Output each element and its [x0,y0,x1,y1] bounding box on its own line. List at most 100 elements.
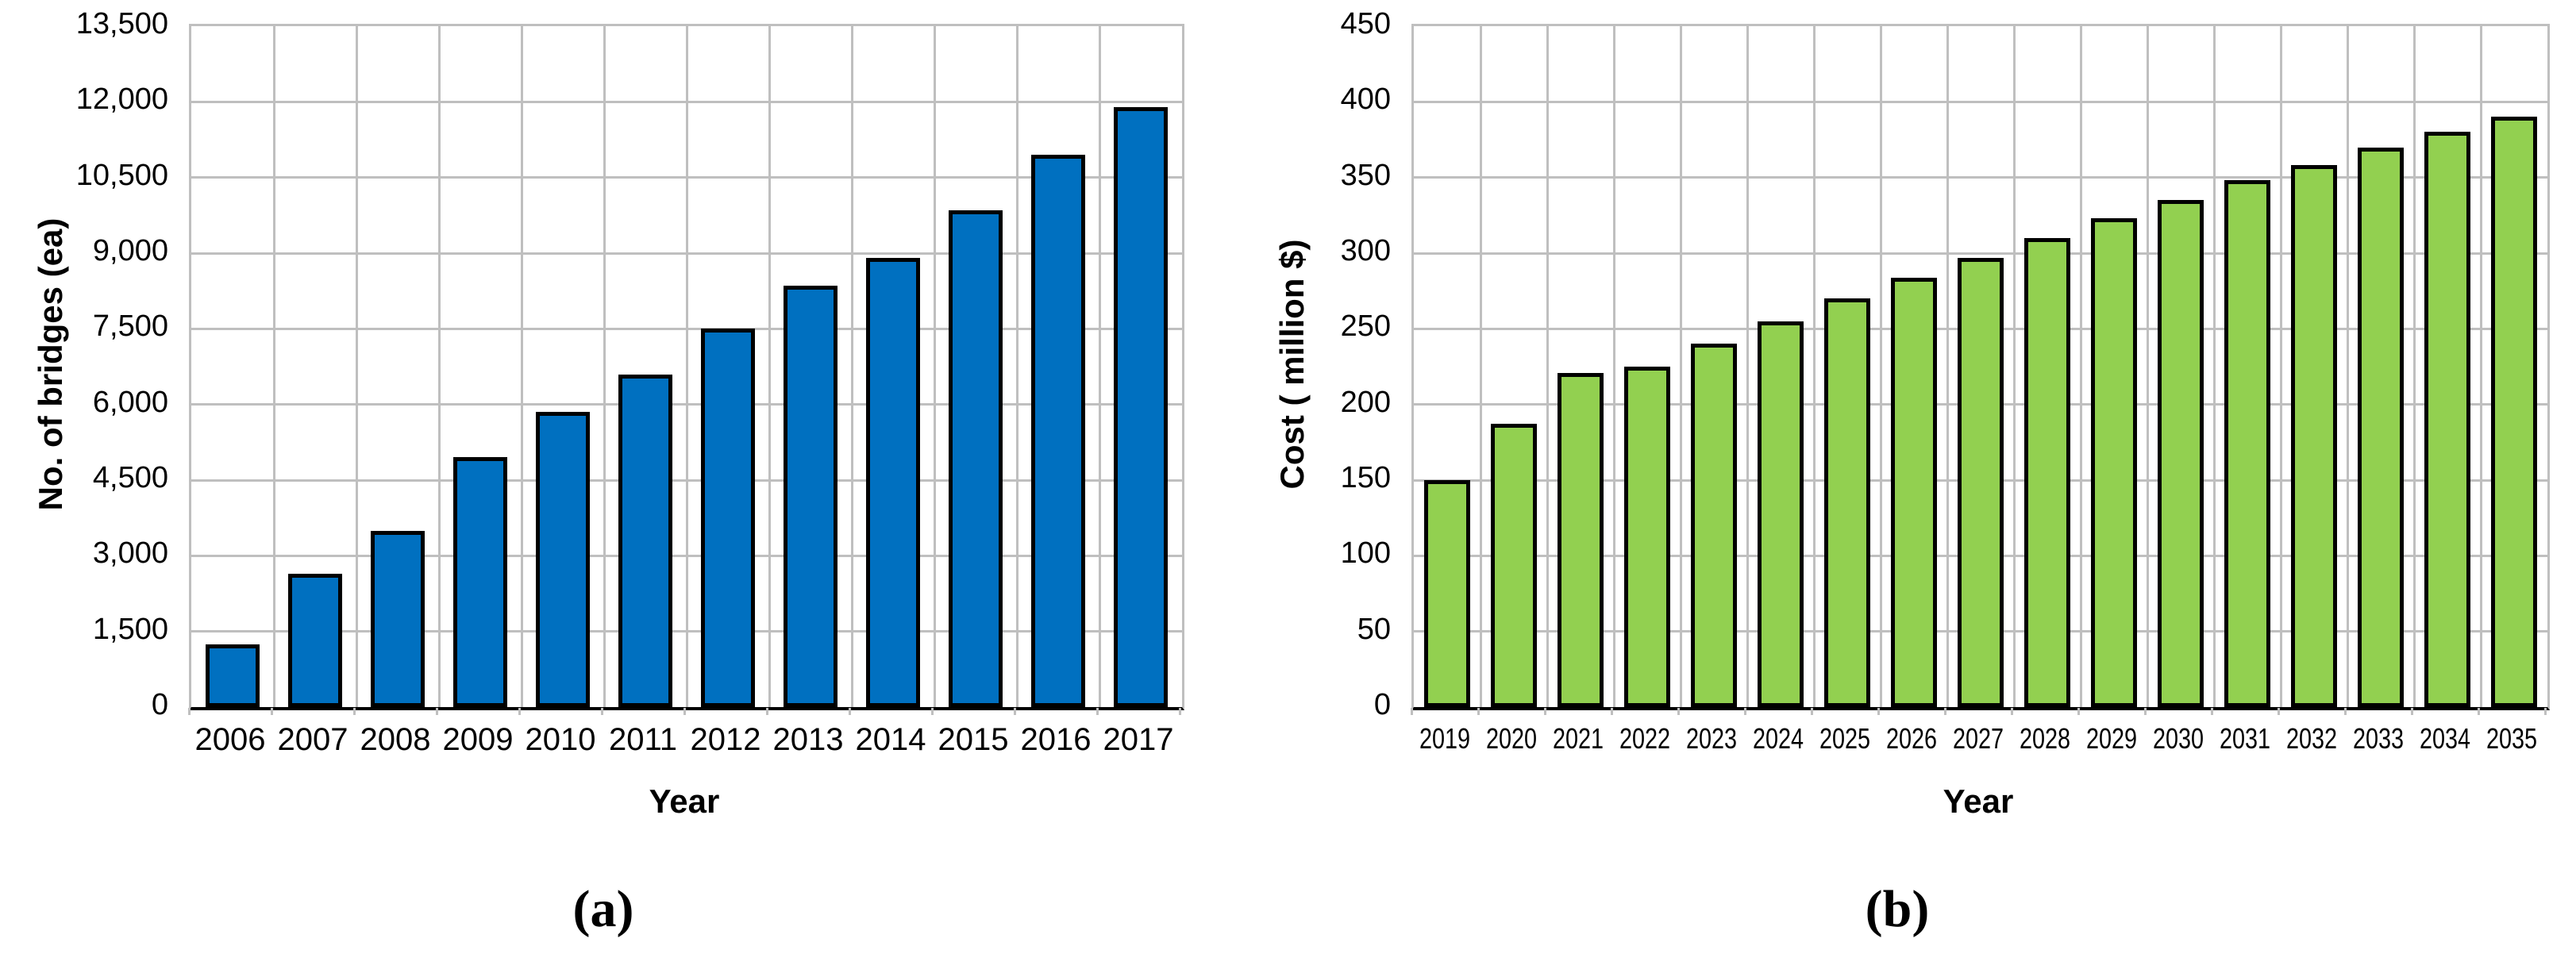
bar-2035 [2491,117,2537,707]
bar-2009 [453,457,507,707]
bar-2010 [536,412,590,707]
axis-tick-mark [270,708,273,715]
gridline-vertical [685,26,688,707]
bar-2016 [1031,155,1085,707]
gridline-horizontal [1414,176,2547,179]
bar-2011 [618,375,672,707]
y-tick-label-250: 250 [1340,309,1391,344]
x-tick-label-2029: 2029 [2085,722,2138,755]
bar-2024 [1758,321,1804,707]
x-tick-label-2009: 2009 [442,722,514,757]
y-tick-label-400: 400 [1340,83,1391,117]
y-tick-label-12000: 12,000 [75,83,168,117]
gridline-vertical [1098,26,1101,707]
x-tick-label-2028: 2028 [2019,722,2071,755]
gridline-vertical [2279,26,2282,707]
axis-tick-mark [1410,708,1413,715]
gridline-vertical [1679,26,1682,707]
axis-tick-mark [1877,708,1880,715]
x-tick-label-2026: 2026 [1885,722,1938,755]
bar-2029 [2091,218,2137,707]
x-tick-label-2033: 2033 [2352,722,2405,755]
bar-2015 [949,210,1003,707]
y-tick-label-13500: 13,500 [75,7,168,40]
gridline-vertical [1879,26,1882,707]
bar-2034 [2424,132,2470,707]
x-tick-label-2015: 2015 [938,722,1009,757]
axis-tick-mark [1013,708,1016,715]
gridline-vertical [520,26,523,707]
gridline-vertical [2012,26,2016,707]
gridline-vertical [272,26,275,707]
y-tick-label-300: 300 [1340,234,1391,267]
y-tick-label-50: 50 [1357,612,1391,646]
axis-tick-mark [1677,708,1680,715]
x-tick-label-2020: 2020 [1485,722,1538,755]
x-tick-label-2010: 2010 [525,722,596,757]
x-tick-label-2012: 2012 [690,722,761,757]
axis-tick-mark [2010,708,2013,715]
gridline-horizontal [1414,100,2547,103]
x-tick-label-2023: 2023 [1685,722,1738,755]
gridline-vertical [850,26,853,707]
axis-tick-mark [2477,708,2480,715]
bar-2017 [1114,107,1168,707]
x-axis-title-a: Year [649,782,720,820]
axis-tick-mark [848,708,851,715]
axis-tick-mark [600,708,603,715]
x-tick-label-2030: 2030 [2152,722,2204,755]
y-tick-label-200: 200 [1340,385,1391,419]
gridline-horizontal [1414,252,2547,255]
bar-2008 [371,531,425,707]
axis-tick-mark [352,708,356,715]
axis-tick-mark [187,708,191,715]
axis-tick-mark [2077,708,2080,715]
bar-2028 [2024,238,2070,707]
gridline-vertical [1612,26,1615,707]
axis-tick-mark [2143,708,2147,715]
gridline-vertical [2146,26,2149,707]
axis-tick-mark [683,708,686,715]
gridline-vertical [2079,26,2082,707]
caption-a: (a) [572,880,634,938]
bar-2032 [2291,165,2337,707]
y-tick-label-1500: 1,500 [92,612,168,646]
axis-tick-mark [2277,708,2280,715]
axis-tick-mark [1943,708,1946,715]
bar-2031 [2224,180,2270,707]
gridline-vertical [1546,26,1549,707]
bar-2019 [1424,480,1470,707]
bar-2030 [2158,200,2204,707]
x-tick-label-2024: 2024 [1752,722,1804,755]
y-axis-title-b: Cost ( million $) [1273,239,1311,490]
bar-2012 [701,329,755,707]
x-tick-label-2025: 2025 [1819,722,1871,755]
axis-tick-mark [1477,708,1480,715]
bar-2021 [1558,373,1604,707]
axis-tick-mark [518,708,521,715]
y-tick-label-0: 0 [151,688,168,721]
gridline-vertical [2412,26,2416,707]
plot-area-b [1411,24,2550,710]
x-tick-label-2021: 2021 [1552,722,1604,755]
gridline-vertical [768,26,771,707]
bar-2022 [1624,367,1670,707]
y-tick-label-350: 350 [1340,158,1391,192]
gridline-vertical [355,26,358,707]
y-tick-label-0: 0 [1373,688,1391,721]
x-tick-label-2019: 2019 [1419,722,1471,755]
gridline-vertical [1015,26,1018,707]
bar-2020 [1491,424,1537,707]
axis-tick-mark [930,708,934,715]
gridline-vertical [933,26,936,707]
axis-tick-mark [1178,708,1181,715]
x-tick-label-2022: 2022 [1619,722,1671,755]
axis-tick-mark [2410,708,2413,715]
axis-tick-mark [435,708,438,715]
x-tick-label-2035: 2035 [2486,722,2538,755]
gridline-vertical [437,26,441,707]
gridline-vertical [2346,26,2349,707]
bar-2033 [2358,148,2404,707]
gridline-vertical [2479,26,2482,707]
